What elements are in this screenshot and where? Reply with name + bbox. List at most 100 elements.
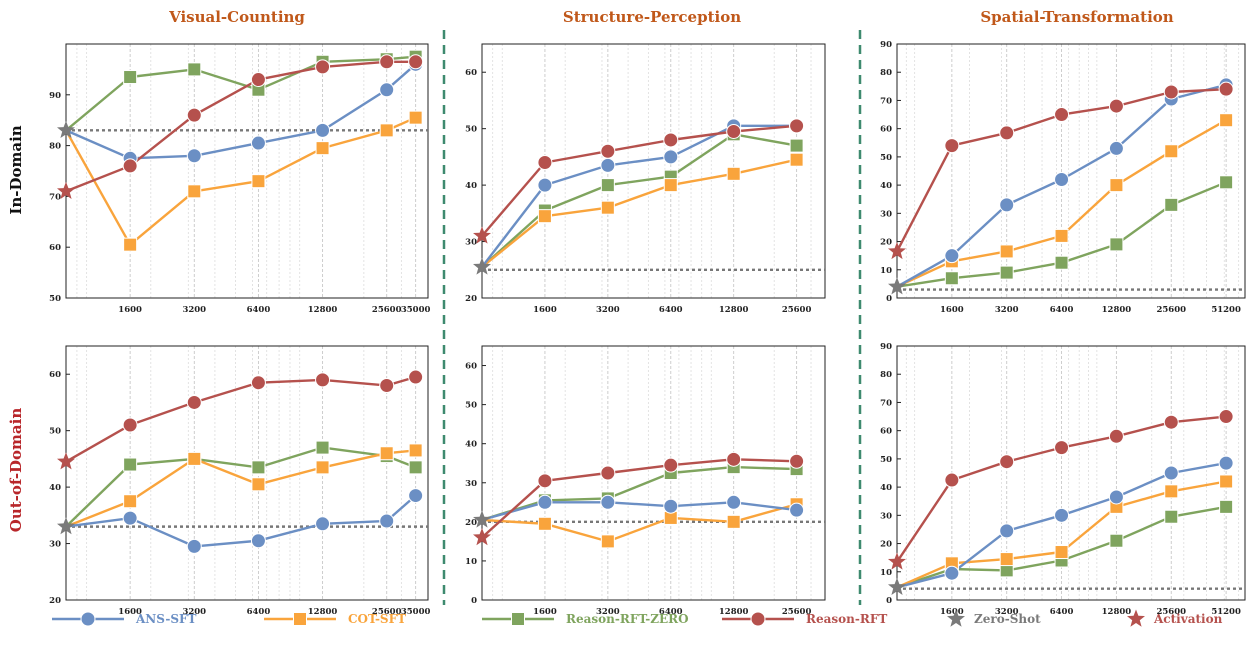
point-reason_rft [726, 123, 742, 139]
row-label-out-of-domain: Out-of-Domain [7, 408, 25, 533]
plot-frame [896, 345, 1246, 601]
y-tick-label: 20 [49, 596, 61, 606]
y-tick-label: 0 [471, 596, 477, 606]
plot-frame [481, 43, 826, 299]
point-cot_sft [726, 514, 741, 529]
point-reason_rft [122, 158, 138, 174]
point-reason_rft_zero [1219, 499, 1234, 514]
y-tick-label: 50 [880, 455, 892, 465]
point-reason_rft [1054, 107, 1070, 123]
point-cot_sft [123, 494, 138, 509]
point-reason_rft [663, 132, 679, 148]
legend-label: COT-SFT [348, 612, 406, 626]
x-tick-label: 25600 [372, 305, 402, 315]
y-tick-label: 10 [880, 568, 892, 578]
y-tick-label: 60 [880, 125, 892, 135]
point-cot_sft [537, 209, 552, 224]
y-tick-label: 30 [880, 511, 892, 521]
point-ans_sft [600, 157, 616, 173]
y-tick-label: 60 [49, 243, 61, 253]
point-ans_sft [186, 148, 202, 164]
activation-star [473, 528, 491, 546]
point-reason_rft [663, 457, 679, 473]
plot-area [482, 346, 825, 600]
legend-item-zero_shot: Zero-Shot [947, 609, 1041, 627]
point-ans_sft [789, 502, 805, 518]
point-reason_rft [186, 107, 202, 123]
y-tick-label: 40 [465, 440, 477, 450]
point-ans_sft [1054, 507, 1070, 523]
plot-area [482, 44, 825, 298]
legend-label: Reason-RFT-ZERO [566, 612, 689, 626]
y-tick-label: 50 [465, 125, 477, 135]
point-reason_rft [1163, 84, 1179, 100]
point-reason_rft [1108, 98, 1124, 114]
point-reason_rft_zero [1164, 509, 1179, 524]
y-tick-label: 60 [465, 68, 477, 78]
y-tick-label: 90 [49, 91, 61, 101]
point-ans_sft [600, 494, 616, 510]
y-tick-label: 40 [880, 483, 892, 493]
zero-shot-star [888, 577, 906, 595]
activation-star [888, 552, 906, 570]
point-cot_sft [123, 237, 138, 252]
point-reason_rft_zero [1219, 175, 1234, 190]
x-tick-label: 25600 [372, 607, 402, 617]
x-tick-label: 12800 [719, 607, 749, 617]
activation-star [888, 241, 906, 260]
y-tick-label: 60 [880, 427, 892, 437]
legend-marker [293, 612, 307, 626]
point-ans_sft [315, 516, 331, 532]
point-reason_rft_zero [1109, 237, 1124, 252]
y-tick-label: 90 [880, 342, 892, 352]
point-ans_sft [186, 538, 202, 554]
y-tick-label: 90 [880, 40, 892, 50]
row-label-in-domain: In-Domain [7, 125, 25, 214]
point-reason_rft_zero [789, 138, 804, 153]
point-reason_rft [1054, 440, 1070, 456]
y-tick-label: 50 [49, 294, 61, 304]
series-line-reason_rft_zero [481, 465, 797, 522]
x-tick-label: 6400 [1050, 305, 1074, 315]
point-reason_rft [1218, 409, 1234, 425]
point-ans_sft [1108, 489, 1124, 505]
legend-item-activation: Activation [1127, 609, 1223, 627]
point-reason_rft [537, 155, 553, 171]
series-line-cot_sft [481, 503, 797, 543]
point-cot_sft [1164, 484, 1179, 499]
point-cot_sft [379, 123, 394, 138]
column-title-structure-perception: Structure-Perception [563, 8, 741, 26]
point-ans_sft [315, 122, 331, 138]
point-ans_sft [379, 82, 395, 98]
y-tick-label: 20 [465, 518, 477, 528]
point-reason_rft_zero [600, 178, 615, 193]
x-tick-label: 1600 [940, 607, 964, 617]
point-reason_rft [315, 372, 331, 388]
activation-star [473, 226, 491, 244]
x-tick-label: 1600 [940, 305, 964, 315]
y-tick-label: 20 [880, 540, 892, 550]
panel-visual-counting-out-of-domain: 20 30 40 50 60 1600 3200 6400 12800 25600 35000 [49, 345, 431, 617]
point-cot_sft [789, 152, 804, 167]
legend-label: Activation [1153, 612, 1223, 626]
y-tick-label: 30 [49, 540, 61, 550]
point-cot_sft [408, 110, 423, 125]
point-reason_rft [408, 369, 424, 385]
y-tick-label: 40 [465, 181, 477, 191]
point-cot_sft [1219, 474, 1234, 489]
point-reason_rft [944, 472, 960, 488]
y-tick-label: 50 [880, 153, 892, 163]
series-line-ans_sft [481, 501, 797, 522]
point-ans_sft [726, 494, 742, 510]
y-tick-label: 80 [49, 142, 61, 152]
zero-shot-star [57, 120, 75, 138]
x-tick-label: 3200 [182, 305, 206, 315]
point-ans_sft [663, 498, 679, 514]
point-reason_rft [999, 454, 1015, 470]
legend-label: Zero-Shot [974, 612, 1041, 626]
point-ans_sft [944, 248, 960, 264]
point-ans_sft [250, 135, 266, 151]
point-ans_sft [250, 533, 266, 549]
point-cot_sft [663, 178, 678, 193]
